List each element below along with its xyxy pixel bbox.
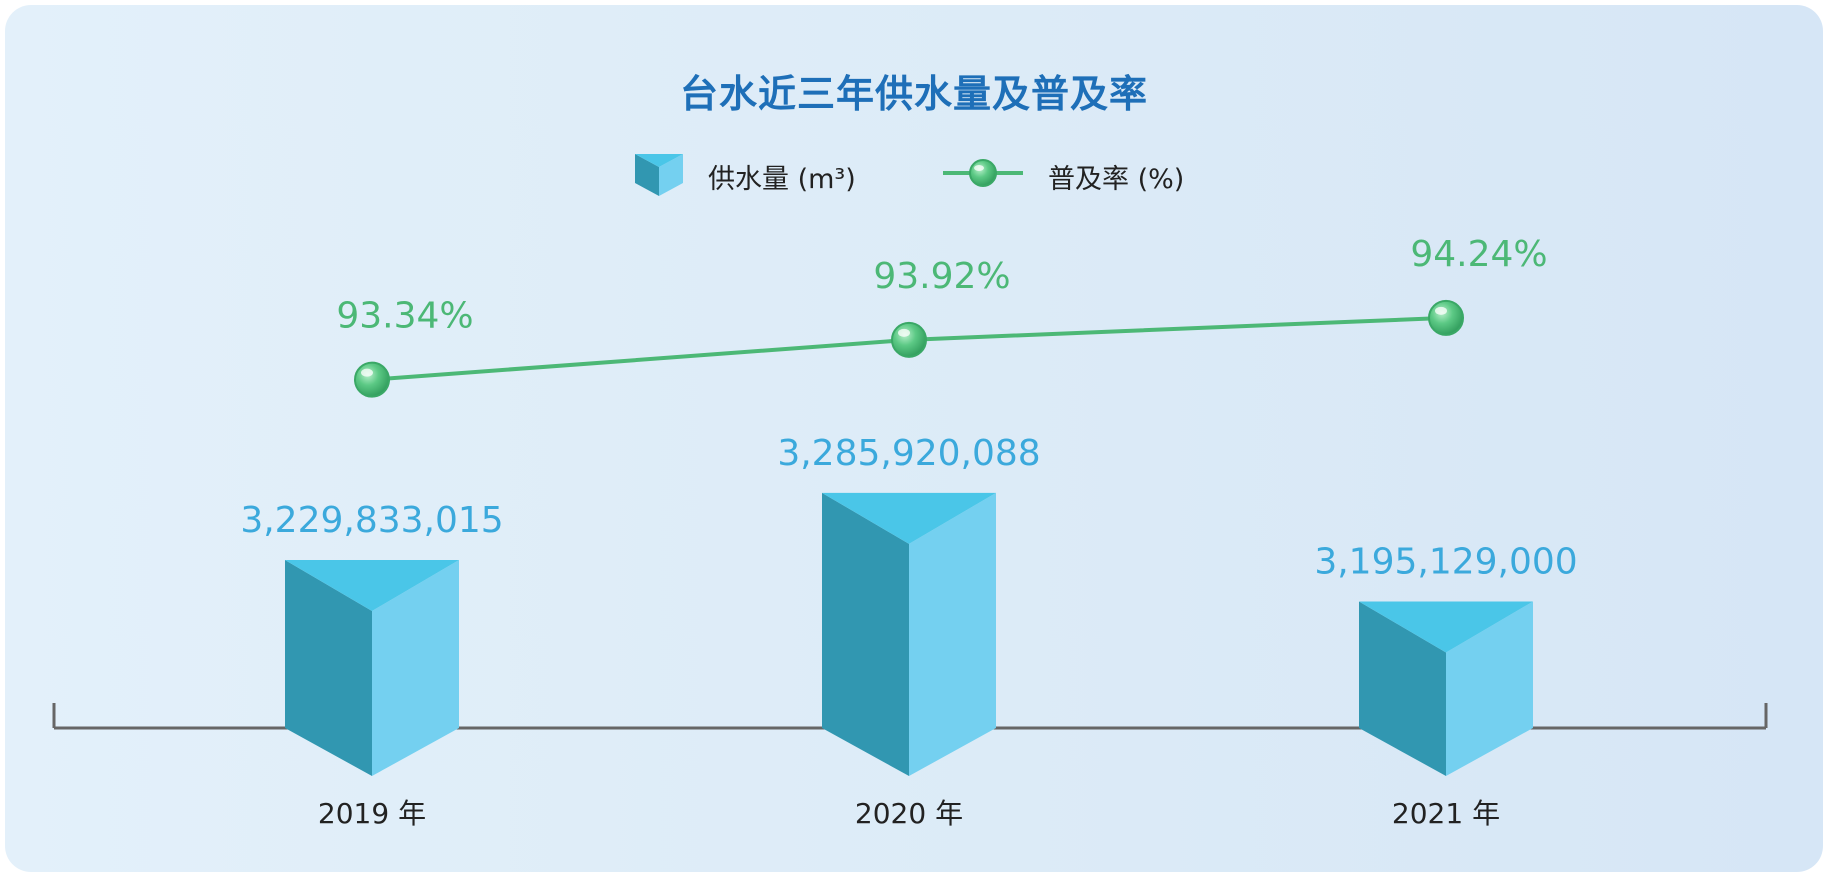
coverage-value-label-2: 93.92% [873,256,1010,297]
bar-left-face [822,492,909,776]
bar-top-face [822,492,996,544]
bar-left-face [1359,601,1446,776]
coverage-point-ball [354,361,390,398]
coverage-point-highlight [1435,306,1447,315]
x-tick-label-2: 2020 年 [855,797,963,830]
chart-labels: 3,229,833,015 2019 年 3,285,920,088 2020 年 3,… [240,234,1577,830]
legend-prism-right [659,154,683,196]
legend-label-supply: 供水量 (m³) [708,164,856,195]
legend-line-ball [969,159,997,187]
bar-top-face [285,559,459,611]
chart-title: 台水近三年供水量及普及率 [679,72,1148,116]
bar-value-label-1: 3,229,833,015 [240,500,503,541]
coverage-point-1 [354,361,390,398]
bars [285,492,1533,776]
coverage-point-highlight [361,368,373,377]
x-tick-label-1: 2019 年 [318,797,426,830]
coverage-point-ball [891,321,927,358]
coverage-point-ball [1428,299,1464,336]
bar-right-face [372,559,459,776]
bar-left-face [285,559,372,776]
legend-label-coverage: 普及率 (%) [1048,164,1185,195]
bar-1 [285,559,459,776]
legend-prism-top [635,154,683,167]
coverage-point-2 [891,321,927,358]
bar-right-face [909,492,996,776]
bar-value-label-2: 3,285,920,088 [777,433,1040,474]
coverage-point-3 [1428,299,1464,336]
coverage-value-label-3: 94.24% [1410,234,1547,275]
coverage-point-highlight [898,328,910,337]
bar-top-face [1359,601,1533,653]
bar-value-label-3: 3,195,129,000 [1314,541,1577,582]
legend-line-ball-highlight [974,165,984,171]
x-tick-label-3: 2021 年 [1392,797,1500,830]
coverage-value-label-1: 93.34% [336,296,473,337]
bar-3 [1359,601,1533,776]
bar-right-face [1446,601,1533,776]
bar-2 [822,492,996,776]
coverage-line [354,299,1464,398]
legend [635,154,1023,196]
legend-prism-left [635,154,659,196]
